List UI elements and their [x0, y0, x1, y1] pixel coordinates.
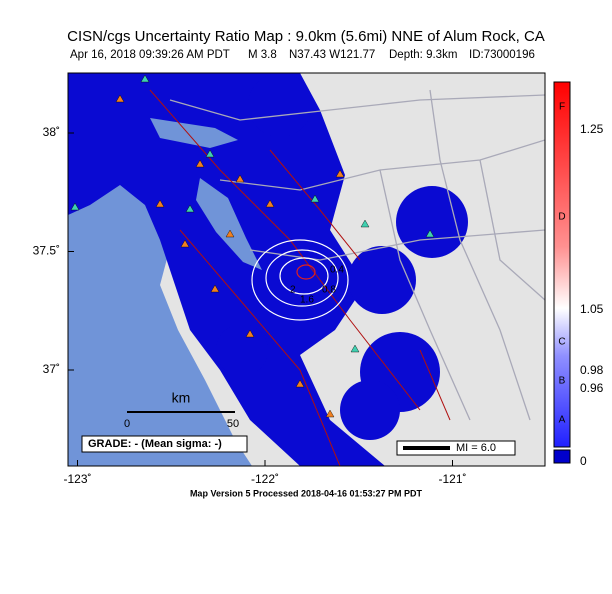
magnitude: M 3.8 — [248, 49, 277, 61]
event-id: ID:73000196 — [469, 49, 535, 61]
scale-start: 0 — [124, 418, 130, 430]
contour-label: 0.8 — [322, 285, 336, 296]
lon-label: -122˚ — [251, 472, 279, 486]
colorbar-tick: 1.05 — [580, 302, 604, 316]
colorbar-tick: 0.98 — [580, 363, 604, 377]
colorbar-grade: A — [559, 415, 566, 426]
contour-label: 2 — [290, 285, 296, 296]
colorbar-grade: C — [558, 337, 565, 348]
depth: Depth: 9.3km — [389, 49, 457, 61]
lat-label: 37˚ — [43, 362, 60, 376]
lon-label: -121˚ — [438, 472, 466, 486]
lat-label: 38˚ — [43, 125, 60, 139]
colorbar-tick: 0.96 — [580, 381, 604, 395]
colorbar-grade: B — [559, 376, 566, 387]
legend: MI = 6.0 — [456, 442, 496, 454]
scale-unit: km — [172, 390, 191, 406]
contour-label: 0.4 — [330, 265, 344, 276]
colorbar-grade: F — [559, 102, 565, 113]
map — [68, 73, 545, 466]
grade-box — [81, 435, 248, 453]
footer: Map Version 5 Processed 2018-04-16 01:53… — [190, 488, 423, 498]
colorbar-grade: D — [558, 212, 565, 223]
scale-end: 50 — [227, 418, 239, 430]
title: CISN/cgs Uncertainty Ratio Map : 9.0km (… — [67, 28, 545, 45]
date: Apr 16, 2018 09:39:26 AM PDT — [70, 49, 230, 61]
colorbar-tick: 0 — [580, 454, 587, 468]
legend-box — [396, 440, 516, 456]
map-frame — [67, 72, 546, 467]
contour-labels: 0.4 0.8 2 1.6 — [290, 265, 344, 306]
colorbar-zero — [553, 449, 571, 464]
grade: GRADE: - (Mean sigma: -) — [88, 438, 222, 450]
colorbar — [553, 81, 571, 448]
contour-label: 1.6 — [300, 295, 314, 306]
lon-label: -123˚ — [63, 472, 91, 486]
location: N37.43 W121.77 — [289, 49, 375, 61]
colorbar-tick: 1.25 — [580, 122, 604, 136]
ticks: 38˚ 37.5˚ 37˚ -123˚ -122˚ -121˚ 1.25 1.05 0.98 0.… — [33, 102, 604, 487]
lat-label: 37.5˚ — [33, 244, 60, 258]
